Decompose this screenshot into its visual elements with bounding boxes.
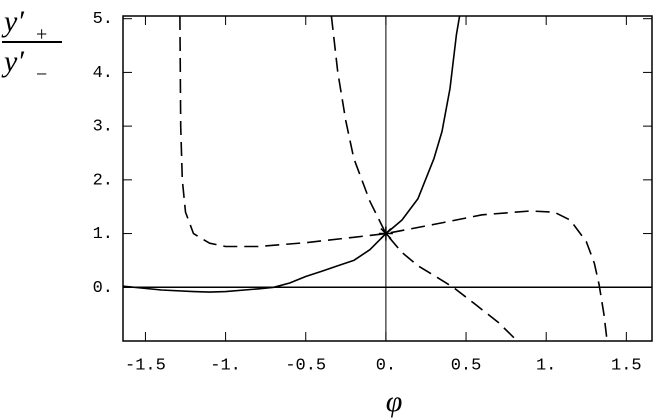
x-tick-label: 1. [536, 356, 556, 375]
plot-frame [122, 15, 653, 342]
y-tick-label: 5. [93, 10, 113, 29]
x-tick-label: 0.5 [451, 356, 482, 375]
y-tick-label: 0. [93, 279, 113, 298]
x-tick-label: 0. [376, 356, 396, 375]
y-axis-label: y′ + y′ − [1, 5, 62, 86]
y-tick-label: 4. [93, 64, 113, 83]
y-label-denominator: y′ [1, 45, 24, 78]
y-tick-label: 1. [93, 225, 113, 244]
curve [330, 16, 518, 341]
star-marker [378, 226, 393, 241]
curve [179, 16, 608, 341]
y-tick-label: 2. [93, 171, 113, 190]
x-tick-label: -1. [210, 356, 241, 375]
x-tick-label: -1.5 [125, 356, 166, 375]
plot-area [123, 16, 652, 341]
y-label-denominator-sub: − [36, 64, 47, 86]
curve [123, 16, 461, 293]
y-label-numerator-sub: + [36, 24, 47, 46]
y-tick-label: 3. [93, 118, 113, 137]
x-tick-label: -0.5 [285, 356, 326, 375]
y-label-numerator: y′ [1, 5, 24, 38]
x-tick-label: 1.5 [611, 356, 642, 375]
x-axis-label: φ [386, 385, 403, 418]
